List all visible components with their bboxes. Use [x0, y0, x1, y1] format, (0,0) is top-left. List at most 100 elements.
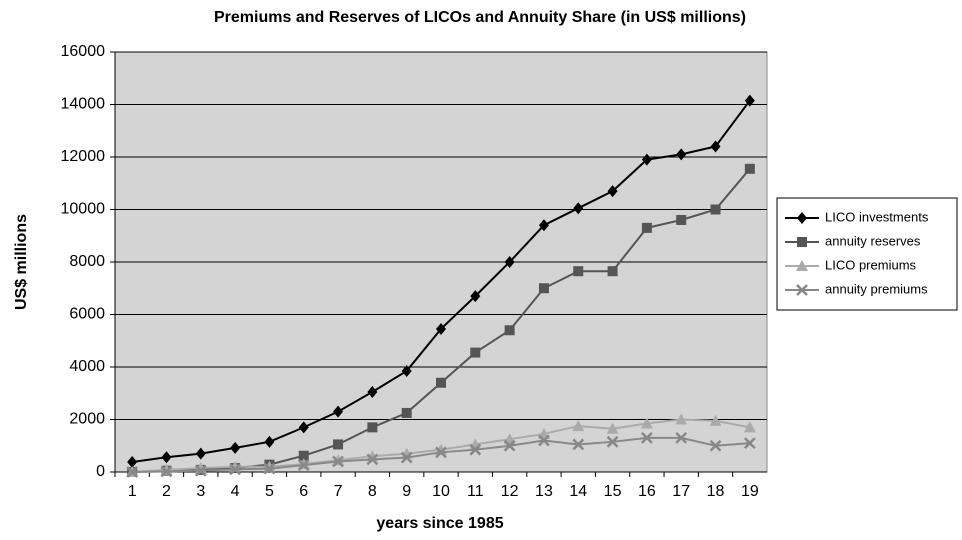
y-tick-label: 14000 [61, 96, 106, 113]
marker [744, 94, 755, 107]
marker [606, 422, 619, 434]
x-tick-label: 9 [402, 483, 411, 500]
y-tick-label: 12000 [61, 148, 106, 165]
marker [367, 422, 378, 433]
marker [641, 153, 652, 166]
marker [710, 140, 721, 153]
legend-label: LICO premiums [825, 257, 917, 272]
marker [400, 451, 413, 464]
marker [161, 451, 172, 464]
marker [675, 431, 688, 444]
marker [436, 377, 446, 388]
x-tick-label: 15 [604, 483, 622, 500]
marker [607, 185, 618, 198]
x-tick-label: 19 [741, 483, 759, 500]
marker [504, 256, 515, 268]
marker [263, 462, 276, 475]
marker [797, 237, 807, 247]
marker [640, 417, 653, 429]
marker [297, 459, 310, 472]
marker [710, 204, 721, 215]
legend-label: LICO investments [825, 209, 929, 224]
x-tick-label: 13 [535, 483, 553, 500]
y-tick-label: 8000 [69, 253, 105, 270]
x-tick-label: 11 [467, 483, 484, 500]
x-tick-label: 5 [265, 483, 274, 500]
marker [538, 434, 550, 447]
x-tick-label: 17 [672, 483, 690, 500]
y-tick-label: 0 [96, 463, 105, 480]
marker [470, 347, 481, 358]
marker [504, 325, 515, 336]
marker [229, 463, 241, 476]
marker [572, 420, 585, 432]
marker [195, 447, 206, 460]
marker [709, 414, 722, 426]
marker [333, 405, 344, 418]
marker [127, 456, 138, 469]
x-tick-label: 12 [501, 483, 519, 500]
legend-label: annuity reserves [825, 233, 921, 248]
y-tick-label: 6000 [69, 306, 105, 323]
marker [367, 385, 378, 398]
y-tick-label: 10000 [61, 201, 106, 218]
legend-marker [797, 237, 807, 247]
marker [194, 464, 207, 477]
marker [606, 435, 619, 448]
x-tick-label: 6 [299, 483, 308, 500]
marker [401, 364, 412, 377]
marker [675, 413, 688, 425]
marker [796, 260, 808, 271]
marker [796, 284, 808, 296]
marker [298, 450, 309, 461]
x-axis-title: years since 1985 [376, 515, 503, 532]
x-tick-label: 1 [128, 483, 137, 500]
marker [435, 446, 447, 459]
marker [503, 439, 516, 452]
marker [538, 219, 549, 232]
x-tick-label: 16 [638, 483, 656, 500]
marker [572, 438, 585, 451]
marker [573, 202, 584, 215]
x-tick-label: 2 [162, 483, 171, 500]
marker [641, 431, 653, 444]
legend-box [776, 197, 958, 311]
marker [470, 290, 481, 303]
marker [366, 453, 379, 466]
marker [230, 441, 241, 454]
x-tick-label: 18 [707, 483, 725, 500]
x-tick-label: 14 [569, 483, 587, 500]
y-tick-label: 2000 [69, 411, 105, 428]
marker [676, 148, 687, 161]
y-axis-title: US$ millions [13, 214, 30, 310]
chart-title: Premiums and Reserves of LICOs and Annui… [214, 9, 746, 26]
y-tick-label: 4000 [69, 358, 105, 375]
marker [436, 322, 446, 335]
x-tick-label: 10 [432, 483, 450, 500]
marker [469, 443, 482, 456]
marker [676, 215, 687, 225]
marker [126, 466, 139, 478]
x-tick-label: 8 [368, 483, 377, 500]
y-tick-label: 16000 [61, 43, 106, 60]
marker [401, 407, 412, 418]
marker [607, 266, 618, 277]
marker [797, 212, 807, 224]
legend-marker [796, 260, 808, 271]
marker [538, 283, 549, 294]
marker [160, 465, 173, 478]
marker [641, 222, 652, 233]
x-tick-label: 3 [196, 483, 205, 500]
legend-marker [797, 212, 807, 224]
marker [264, 435, 275, 448]
marker [573, 266, 584, 277]
marker [743, 421, 756, 433]
marker [333, 439, 344, 450]
x-tick-label: 7 [334, 483, 343, 500]
marker [743, 437, 756, 450]
x-tick-label: 4 [231, 483, 240, 500]
legend-marker [796, 284, 808, 296]
marker [298, 421, 309, 434]
marker [744, 163, 755, 174]
